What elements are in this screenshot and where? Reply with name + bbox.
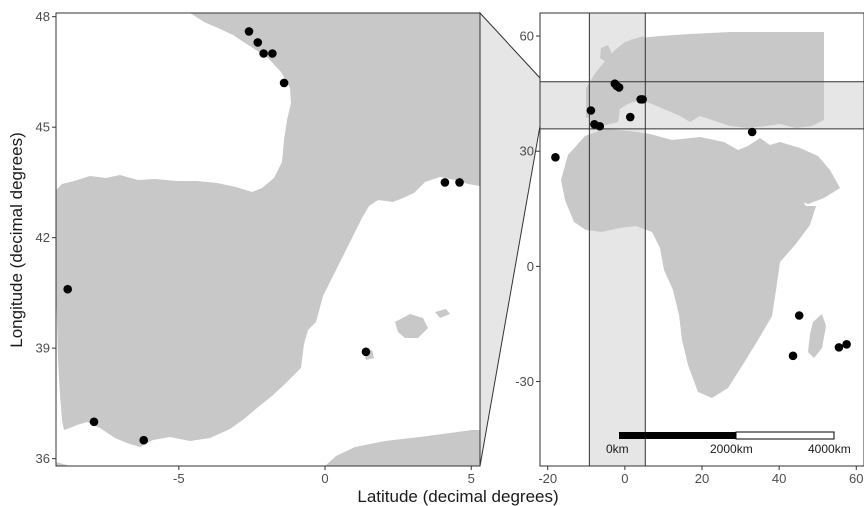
zoom-connector (479, 11, 541, 467)
detail-point-6 (455, 178, 464, 187)
detail-land (56, 13, 480, 466)
detail-map-panel: -5 0 5 36 39 42 45 48 (36, 9, 481, 486)
detail-point-10 (139, 435, 149, 445)
overview-y-tick-label-0: -30 (515, 374, 534, 389)
detail-y-tick-label-3: 45 (36, 120, 50, 135)
overview-y-tick-label-3: 60 (520, 29, 534, 44)
overview-point-11 (794, 311, 804, 320)
overview-point-9 (551, 153, 560, 162)
detail-point-3 (268, 49, 277, 58)
detail-point-0 (244, 27, 254, 36)
scale-label-0: 0km (606, 442, 629, 456)
overview-map-panel: -20 0 20 40 60 -30 0 30 60 0km 2000km 4000km (515, 12, 864, 486)
overview-point-10 (747, 127, 757, 137)
detail-axes: -5 0 5 36 39 42 45 48 (36, 9, 475, 486)
overview-point-5 (586, 106, 596, 115)
scale-bar-white-segment (735, 431, 835, 440)
detail-point-5 (440, 178, 450, 187)
detail-x-tick-label-0: -5 (173, 471, 185, 486)
overview-point-13 (834, 343, 844, 352)
scale-label-2000: 2000km (710, 442, 753, 456)
detail-point-9 (89, 417, 99, 427)
overview-y-tick-label-2: 30 (520, 144, 534, 159)
overview-axes: -20 0 20 40 60 -30 0 30 60 (515, 29, 863, 486)
overview-x-tick-label-2: 20 (695, 471, 709, 486)
overview-x-tick-label-1: 0 (621, 471, 628, 486)
overview-x-tick-label-3: 40 (772, 471, 786, 486)
detail-y-tick-label-1: 39 (36, 341, 50, 356)
detail-x-tick-label-1: 0 (321, 471, 328, 486)
overview-x-tick-label-0: -20 (538, 471, 557, 486)
detail-y-tick-label-4: 48 (36, 9, 50, 24)
overview-y-tick-label-1: 0 (527, 259, 534, 274)
detail-point-2 (259, 49, 268, 58)
scale-bar: 0km 2000km 4000km (606, 431, 851, 456)
detail-point-4 (279, 78, 289, 88)
overview-x-tick-label-4: 60 (849, 471, 863, 486)
detail-points (63, 27, 464, 445)
overview-point-12 (788, 351, 798, 361)
overview-point-2 (614, 83, 624, 92)
x-axis-title: Latitude (decimal degrees) (357, 487, 558, 506)
detail-point-1 (253, 38, 263, 47)
detail-x-tick-label-2: 5 (468, 471, 475, 486)
highlight-band-edges (540, 13, 864, 466)
overview-points (551, 79, 851, 361)
overview-point-8 (595, 121, 605, 131)
overview-point-14 (842, 340, 851, 349)
overview-point-4 (638, 95, 647, 104)
overview-point-6 (625, 112, 635, 122)
scale-label-4000: 4000km (808, 442, 851, 456)
detail-point-7 (63, 284, 72, 294)
scale-bar-black-segment (619, 432, 736, 439)
detail-y-tick-label-0: 36 (36, 451, 50, 466)
y-axis-title: Longitude (decimal degrees) (7, 132, 26, 347)
detail-y-tick-label-2: 42 (36, 230, 50, 245)
detail-point-8 (361, 347, 371, 357)
